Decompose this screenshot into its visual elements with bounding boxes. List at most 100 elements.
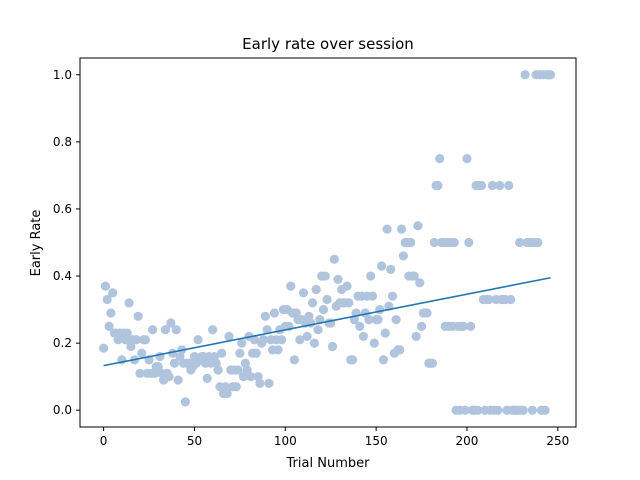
data-point (464, 237, 474, 248)
data-point (366, 271, 376, 281)
data-point (217, 348, 227, 358)
data-point (137, 348, 147, 358)
data-point (473, 405, 483, 415)
data-point (298, 288, 309, 298)
data-point (169, 358, 180, 368)
data-point (327, 341, 338, 352)
data-point (458, 321, 468, 331)
data-point (269, 308, 279, 318)
data-point (493, 405, 503, 415)
data-point (171, 325, 181, 335)
data-point (242, 365, 252, 375)
data-point (295, 335, 305, 345)
data-point (277, 335, 287, 345)
data-point (462, 154, 472, 164)
data-point (415, 278, 425, 288)
data-point (231, 382, 241, 392)
data-point (540, 405, 550, 415)
data-point (505, 294, 516, 305)
data-point (102, 294, 112, 305)
data-point (495, 180, 505, 191)
data-point (122, 328, 132, 338)
y-tick-label: 0.2 (53, 336, 72, 350)
data-point (422, 308, 432, 318)
data-point (309, 338, 319, 348)
y-tick-label: 0.0 (53, 403, 72, 417)
data-point (435, 154, 445, 164)
y-tick-label: 0.6 (53, 202, 72, 216)
data-point (409, 271, 419, 281)
data-point (318, 304, 329, 315)
data-point (124, 298, 134, 308)
data-point (160, 325, 170, 335)
data-point (313, 325, 323, 335)
x-tick-label: 0 (100, 434, 108, 448)
data-point (369, 338, 379, 348)
data-point (213, 365, 223, 375)
data-point (140, 335, 151, 345)
data-point (233, 365, 243, 375)
data-point (460, 405, 470, 415)
data-point (264, 378, 274, 388)
data-point (320, 271, 330, 281)
data-point (246, 372, 256, 382)
data-point (302, 331, 312, 342)
data-point (367, 291, 378, 301)
x-tick-label: 250 (546, 434, 569, 448)
y-tick-label: 0.8 (53, 135, 72, 149)
data-point (148, 325, 158, 335)
data-point (311, 284, 321, 295)
data-point (273, 345, 283, 355)
data-point (237, 338, 247, 348)
data-point (515, 237, 525, 248)
data-point (373, 315, 383, 325)
data-point (99, 343, 109, 353)
data-point (164, 372, 174, 382)
data-point (322, 294, 332, 305)
data-point (476, 180, 487, 191)
data-point (378, 355, 389, 365)
data-point (433, 180, 443, 191)
data-point (406, 237, 416, 248)
data-point (260, 311, 270, 321)
data-point (545, 70, 556, 80)
data-point (386, 264, 396, 274)
y-axis: 0.0 0.2 0.4 0.6 0.8 1.0 (53, 68, 80, 417)
data-point (375, 304, 385, 315)
data-point (504, 180, 514, 191)
x-axis-label: Trial Number (286, 456, 371, 471)
data-point (484, 294, 494, 305)
data-point (413, 221, 423, 231)
data-point (108, 288, 118, 298)
data-point (533, 237, 543, 248)
chart-title: Early rate over session (242, 35, 414, 53)
data-point (396, 224, 407, 234)
data-point (391, 315, 401, 325)
data-point (333, 274, 343, 284)
x-tick-label: 100 (274, 434, 297, 448)
data-point (380, 328, 390, 338)
data-point (208, 325, 218, 335)
data-point (395, 345, 405, 355)
data-point (289, 355, 299, 365)
data-point (173, 375, 183, 385)
data-point (487, 180, 498, 191)
data-point (193, 335, 203, 345)
data-point (131, 335, 141, 345)
data-point (307, 298, 318, 308)
data-point (255, 378, 265, 388)
data-point (342, 281, 352, 291)
data-point (286, 281, 296, 291)
data-point (202, 373, 212, 383)
data-point (166, 318, 176, 328)
data-point (398, 251, 408, 261)
trend-line (103, 276, 551, 367)
data-point (429, 237, 439, 248)
data-point (364, 315, 374, 325)
data-point (358, 331, 369, 342)
data-point (249, 335, 260, 345)
x-tick-label: 50 (187, 434, 202, 448)
data-point (344, 298, 354, 308)
data-point (416, 321, 427, 331)
trend-layer (103, 276, 551, 367)
